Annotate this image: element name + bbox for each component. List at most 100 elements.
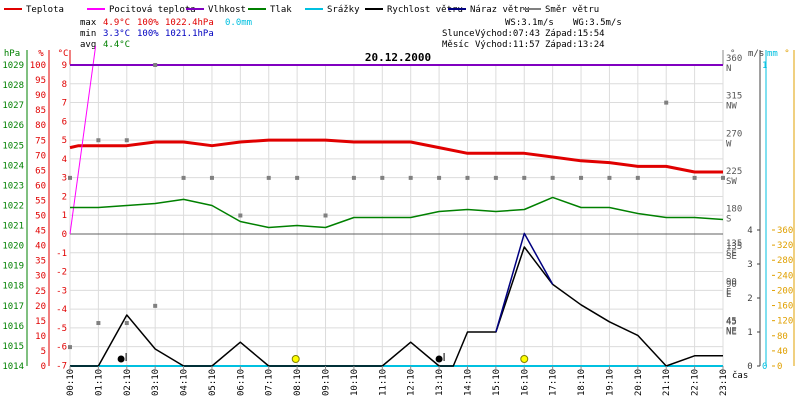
humidity-tick-0: 0 bbox=[41, 362, 46, 372]
legend-label-1: Pocitová teplota bbox=[109, 5, 196, 15]
moon-rise: Východ:11:57 bbox=[475, 40, 540, 50]
wind-direction-point-2 bbox=[124, 138, 129, 143]
x-tick-3: 03:10 bbox=[151, 369, 161, 396]
x-tick-18: 18:10 bbox=[577, 369, 587, 396]
sun-set: Západ:15:54 bbox=[545, 29, 605, 39]
direction-tick-2: 90 bbox=[726, 280, 737, 290]
pressure-tick-0: 1014 bbox=[2, 362, 24, 372]
pressure-tick-6: 1020 bbox=[2, 242, 24, 252]
temperature-tick-9: 2 bbox=[62, 192, 67, 202]
rain-tick-1: 1 bbox=[762, 61, 767, 71]
humidity-tick-7: 35 bbox=[35, 257, 46, 267]
astro-block: WS:3.1m/s WG:3.5m/s Slunce Východ:07:43 … bbox=[442, 18, 622, 50]
legend: Teplota Pocitová teplota Vlhkost Tlak Srážky… bbox=[4, 5, 599, 15]
stats-min-temp: 3.3°C bbox=[103, 29, 130, 39]
temperature-tick-2: -5 bbox=[56, 324, 67, 334]
humidity-tick-12: 60 bbox=[35, 181, 46, 191]
x-tick-22: 22:10 bbox=[691, 369, 701, 396]
wind-direction-point-22 bbox=[692, 175, 697, 180]
pressure-tick-7: 1021 bbox=[2, 222, 24, 232]
direction2-tick-6: 240 bbox=[777, 271, 793, 281]
direction-label-6: W bbox=[726, 139, 732, 149]
direction2-tick-1: 40 bbox=[777, 347, 788, 357]
direction-label-5: SW bbox=[726, 177, 737, 187]
temperature-tick-11: 4 bbox=[62, 155, 67, 165]
direction-lower-tick-2: 90 bbox=[726, 278, 737, 288]
humidity-tick-13: 65 bbox=[35, 166, 46, 176]
x-tick-11: 11:10 bbox=[378, 369, 388, 396]
stats-avg-label: avg bbox=[80, 40, 96, 50]
direction2-tick-5: 200 bbox=[777, 286, 793, 296]
direction-label-4: S bbox=[726, 215, 731, 225]
stats-min-press: 1021.1hPa bbox=[165, 29, 214, 39]
x-tick-6: 06:10 bbox=[236, 369, 246, 396]
humidity-tick-16: 80 bbox=[35, 121, 46, 131]
wind-direction-point-23 bbox=[721, 175, 725, 180]
sun-marker-3 bbox=[520, 355, 529, 363]
moon-marker-0 bbox=[117, 355, 125, 363]
wind-direction-point-6 bbox=[238, 213, 243, 218]
humidity-tick-5: 25 bbox=[35, 287, 46, 297]
pressure-tick-3: 1017 bbox=[2, 302, 24, 312]
direction-tick-3: 135 bbox=[726, 242, 742, 252]
direction-lower-label-3: SE bbox=[726, 249, 737, 259]
direction2-tick-2: 80 bbox=[777, 332, 788, 342]
direction-tick-5: 225 bbox=[726, 167, 742, 177]
humidity-axis-unit: % bbox=[38, 49, 44, 59]
wind-direction-point-19 bbox=[607, 175, 612, 180]
wind-direction-point-18 bbox=[579, 175, 584, 180]
direction-tick-6: 270 bbox=[726, 129, 742, 139]
humidity-tick-6: 30 bbox=[35, 272, 46, 282]
x-tick-15: 15:10 bbox=[492, 369, 502, 396]
x-tick-1: 01:10 bbox=[94, 369, 104, 396]
x-tick-2: 02:10 bbox=[123, 369, 133, 396]
moon-marker-2 bbox=[435, 355, 443, 363]
stats-min-label: min bbox=[80, 29, 96, 39]
wind-direction-lower-point-1 bbox=[96, 321, 101, 326]
temperature-tick-7: 0 bbox=[62, 230, 67, 240]
x-tick-20: 20:10 bbox=[634, 369, 644, 396]
pressure-tick-5: 1019 bbox=[2, 262, 24, 272]
wind-direction-point-21 bbox=[664, 100, 669, 105]
pressure-tick-12: 1026 bbox=[2, 121, 24, 131]
sun-rise: Východ:07:43 bbox=[475, 29, 540, 39]
humidity-tick-20: 100 bbox=[30, 61, 46, 71]
wind-tick-3: 3 bbox=[747, 260, 752, 270]
direction2-tick-3: 120 bbox=[777, 317, 793, 327]
temperature-tick-5: -2 bbox=[56, 268, 67, 278]
series-line-1 bbox=[69, 46, 97, 235]
direction2-tick-7: 280 bbox=[777, 256, 793, 266]
wind-direction-point-14 bbox=[465, 175, 470, 180]
temperature-tick-14: 7 bbox=[62, 99, 67, 109]
wind-direction-point-3 bbox=[153, 63, 158, 67]
wind-direction-point-7 bbox=[266, 175, 271, 180]
stats-max-label: max bbox=[80, 18, 97, 28]
wind-direction-point-4 bbox=[181, 175, 186, 180]
wind-direction-lower-point-0 bbox=[68, 345, 72, 350]
pressure-tick-2: 1016 bbox=[2, 322, 24, 332]
x-tick-9: 09:10 bbox=[322, 369, 332, 396]
direction-label-1: NE bbox=[726, 327, 737, 337]
temperature-tick-8: 1 bbox=[62, 211, 67, 221]
temperature-axis-unit: °C bbox=[58, 49, 69, 59]
humidity-tick-19: 95 bbox=[35, 76, 46, 86]
x-tick-10: 10:10 bbox=[350, 369, 360, 396]
direction2-tick-9: 360 bbox=[777, 226, 793, 236]
wind-summary-ws: WS:3.1m/s bbox=[505, 18, 554, 28]
pressure-tick-1: 1015 bbox=[2, 342, 24, 352]
x-tick-17: 17:10 bbox=[549, 369, 559, 396]
series-line-6 bbox=[495, 232, 554, 333]
wind-direction-point-8 bbox=[295, 175, 300, 180]
series-line-0 bbox=[69, 138, 723, 174]
wind-tick-4: 4 bbox=[747, 226, 752, 236]
direction-tick-8: 360 bbox=[726, 54, 742, 64]
wind-tick-0: 0 bbox=[747, 362, 752, 372]
right-axes: °45NE90E135SE180S225SW270W315NW360N45NE9… bbox=[722, 49, 795, 372]
stats-block: max 4.9°C 100% 1022.4hPa 0.0mm min 3.3°C… bbox=[80, 18, 252, 50]
wind-direction-point-17 bbox=[550, 175, 555, 180]
wind-direction-point-1 bbox=[96, 138, 101, 143]
x-tick-23: 23:10 bbox=[719, 369, 729, 396]
x-tick-0: 00:10 bbox=[66, 369, 76, 396]
wind-direction-point-12 bbox=[408, 175, 413, 180]
stats-max-hum: 100% bbox=[137, 18, 159, 28]
